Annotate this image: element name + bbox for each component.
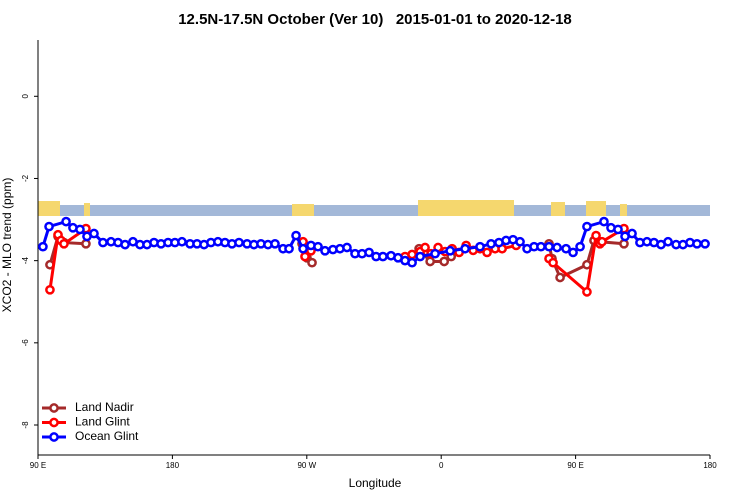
point (81, 238, 91, 249)
point (613, 224, 623, 235)
legend-label: Land Glint (75, 415, 130, 429)
point (582, 287, 592, 297)
point (284, 243, 294, 254)
x-tick-label: 0 (439, 461, 444, 470)
point (320, 245, 330, 256)
point (120, 239, 130, 250)
x-tick-label: 90 E (567, 461, 583, 470)
point (44, 221, 54, 232)
point (313, 241, 323, 252)
point (475, 241, 485, 252)
point (407, 257, 417, 268)
point (425, 256, 435, 267)
legend-label: Land Nadir (75, 400, 134, 414)
y-axis-label: XCO2 - MLO trend (ppm) (0, 178, 14, 313)
legend-marker (49, 403, 59, 413)
x-tick-label: 180 (166, 461, 180, 470)
point (536, 241, 546, 252)
y-tick-label: -2 (21, 174, 30, 182)
x-tick-label: 90 W (297, 461, 316, 470)
point (486, 238, 496, 249)
point (98, 237, 108, 248)
point (234, 237, 244, 248)
map-strip (38, 200, 710, 216)
point (552, 242, 562, 253)
point (599, 216, 609, 227)
point (61, 216, 71, 227)
point (460, 243, 470, 254)
point (307, 257, 317, 268)
point (420, 242, 430, 253)
point (582, 221, 592, 232)
point (561, 243, 571, 254)
point (270, 238, 280, 249)
x-axis-label: Longitude (349, 476, 402, 490)
point (378, 251, 388, 262)
chart-title: 12.5N-17.5N October (Ver 10) 2015-01-01 … (178, 11, 572, 28)
point (430, 248, 440, 259)
point (627, 228, 637, 239)
y-tick-label: -6 (21, 339, 30, 347)
point (291, 230, 301, 241)
point (548, 257, 558, 268)
point (482, 247, 492, 258)
point (439, 256, 450, 267)
point (575, 241, 585, 252)
point (407, 249, 417, 260)
point (544, 241, 554, 252)
legend-marker (49, 417, 59, 428)
point (38, 241, 48, 252)
x-tick-label: 90 E (30, 461, 46, 470)
point (364, 247, 374, 258)
y-tick-label: -4 (21, 257, 30, 265)
point (445, 245, 456, 256)
point (597, 236, 607, 247)
y-tick-label: -8 (21, 421, 30, 429)
point (591, 230, 601, 241)
y-tick-label: 0 (21, 94, 30, 99)
legend-marker (49, 432, 59, 442)
point (700, 238, 710, 249)
point (555, 272, 565, 283)
point (75, 224, 85, 235)
point (515, 236, 525, 247)
point (415, 251, 425, 262)
point (298, 243, 308, 254)
point (342, 242, 352, 253)
point (177, 236, 187, 247)
point (619, 238, 629, 249)
legend-label: Ocean Glint (75, 429, 139, 443)
point (663, 236, 673, 247)
point (568, 247, 578, 258)
point (59, 238, 69, 249)
x-tick-label: 180 (703, 461, 717, 470)
point (692, 238, 702, 249)
point (45, 284, 55, 295)
point (89, 228, 99, 239)
